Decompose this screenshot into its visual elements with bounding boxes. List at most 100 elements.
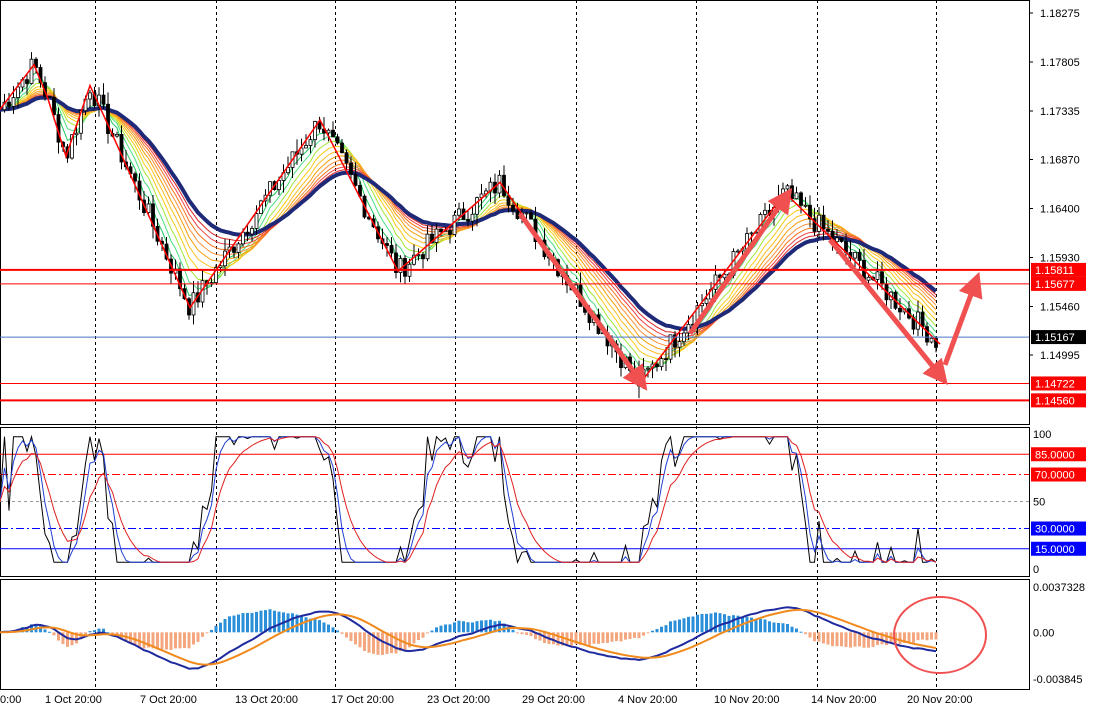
candle-body [11,97,16,107]
candle-body [232,246,236,253]
macd-histogram-bar [403,632,407,651]
macd-histogram-bar [21,627,24,633]
macd-histogram-bar [223,618,227,633]
macd-histogram-bar [682,618,686,633]
macd-histogram-bar [84,632,87,635]
candle-body [511,204,515,212]
candle-body [448,230,452,235]
macd-histogram-bar [309,618,312,633]
axis-labels: 0:00 1 Oct 20:00 7 Oct 20:00 13 Oct 20:00 17… [0,8,1086,706]
candle-body [808,204,812,220]
candle-body [722,273,727,279]
candle-body [254,213,259,229]
macd-histogram-bar [637,632,641,639]
candle-body [101,94,106,105]
candle-body [119,134,124,163]
price-tick-label: 1.17805 [1040,57,1080,69]
macd-histogram-bar [799,631,803,633]
macd-histogram-bar [462,621,465,633]
macd-histogram-bar [808,632,812,638]
candle-body [353,173,358,186]
candle-body [308,139,313,146]
annotations [517,187,987,674]
x-tick-label: 0:00 [0,694,21,706]
candle-body [673,334,677,348]
price-level-label: 1.15811 [1035,265,1074,277]
candle-body [839,237,844,242]
candle-body [236,243,241,253]
macd-histogram-bar [867,632,870,648]
candle-body [326,129,331,134]
macd-histogram-bar [615,632,618,642]
macd-histogram-bar [448,624,452,633]
macd-histogram-bar [912,632,915,643]
oscillator-panel [0,434,1029,564]
macd-histogram-bar [907,632,911,643]
macd-histogram-bar [471,622,474,633]
candle-body [340,142,344,154]
candle-body [929,337,934,343]
macd-histogram-bar [835,632,839,647]
macd-histogram-bar [673,620,677,633]
candle-body [470,213,475,222]
candle-body [880,271,884,285]
candle-body [826,228,830,232]
candle-body [52,96,56,115]
macd-histogram-bar [534,632,537,640]
candle-body [835,237,839,243]
price-tick-label: 1.16400 [1040,204,1080,216]
price-level-badge [1031,376,1086,391]
candle-body [529,212,533,220]
macd-histogram-bar [43,629,47,633]
macd-histogram-bar [93,630,96,633]
macd-histogram-bar [525,632,528,635]
candle-body [133,173,137,182]
x-tick-label: 1 Oct 20:00 [45,694,102,706]
price-level-label: 1.15677 [1035,279,1075,291]
trend-arrow [687,187,793,336]
macd-histogram-bar [651,630,654,633]
macd-histogram-bar [313,618,317,633]
trend-arrow [517,212,648,391]
candle-body [475,197,479,215]
trend-arrow [828,238,948,386]
macd-histogram-bar [201,632,204,637]
macd-histogram-bar [610,632,614,642]
candle-body [659,358,664,368]
candle-body [803,204,808,207]
macd-histogram-bar [583,632,587,645]
macd-histogram-bar [246,612,249,633]
macd-histogram-bar [804,632,807,635]
candle-body [875,271,880,280]
price-tick-label: 1.15930 [1040,253,1080,265]
macd-histogram-bar [430,630,434,633]
macd-histogram-bar [925,632,929,641]
candle-body [106,103,110,134]
macd-histogram-bar [354,632,357,645]
macd-histogram-bar [601,632,605,643]
macd-histogram-bar [597,632,600,644]
oscillator-level-label: 70.0000 [1035,470,1075,482]
macd-histogram-bar [759,619,762,633]
macd-histogram-bar [277,611,281,633]
macd-histogram-bar [624,632,627,640]
candle-body [749,232,754,235]
x-tick-label: 7 Oct 20:00 [140,694,197,706]
macd-histogram-bar [849,632,852,648]
macd-histogram-bar [750,617,753,633]
macd-histogram-bar [237,614,240,633]
candle-body [898,307,902,313]
price-level-label: 1.14722 [1035,378,1075,390]
macd-histogram-bar [903,632,906,643]
macd-histogram-bar [795,628,798,633]
macd-histogram-bar [336,630,339,633]
candle-body [866,276,871,281]
macd-histogram-bar [529,632,533,637]
macd-histogram-bar [844,632,848,648]
macd-histogram-bar [178,632,182,649]
macd-histogram-bar [754,619,758,633]
macd-histogram-bar [898,632,902,645]
macd-histogram-bar [705,613,708,633]
